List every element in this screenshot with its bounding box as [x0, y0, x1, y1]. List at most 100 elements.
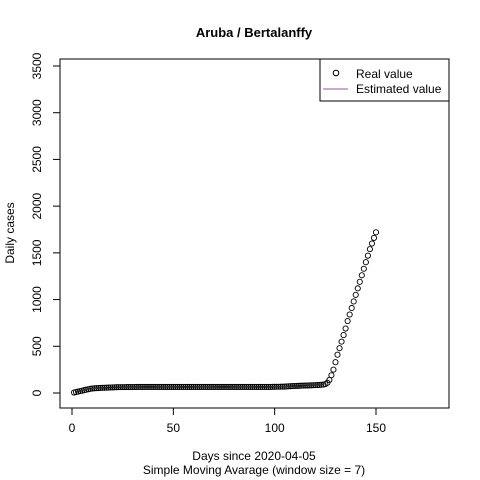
data-point — [235, 383, 242, 390]
data-point — [332, 359, 339, 366]
data-point — [255, 383, 262, 390]
data-point — [141, 383, 149, 390]
data-point — [190, 383, 197, 390]
data-point — [204, 383, 211, 390]
data-point — [176, 383, 183, 390]
data-point — [364, 252, 371, 259]
data-point — [245, 383, 252, 390]
legend-label-real-value: Real value — [356, 67, 413, 81]
data-point — [362, 259, 369, 266]
legend-marker-real-value — [332, 69, 340, 77]
data-point — [336, 345, 343, 352]
data-point — [231, 383, 238, 390]
data-point — [125, 383, 132, 391]
data-point — [358, 272, 365, 279]
data-point — [304, 382, 311, 389]
y-tick-label: 500 — [30, 336, 44, 356]
data-point — [212, 383, 219, 390]
data-point — [275, 383, 282, 390]
data-point — [348, 304, 355, 312]
data-point — [188, 383, 195, 390]
data-point — [170, 383, 177, 390]
data-point — [178, 383, 185, 390]
data-point — [247, 383, 254, 390]
data-point — [150, 383, 157, 390]
data-point — [344, 318, 351, 325]
data-point — [241, 383, 248, 390]
data-point — [162, 383, 169, 390]
data-point — [160, 383, 167, 390]
y-tick-label: 1000 — [30, 286, 44, 313]
data-point — [308, 382, 315, 389]
data-point — [174, 383, 181, 390]
chart-subtitle: Simple Moving Avarage (window size = 7) — [143, 463, 365, 477]
data-point — [356, 278, 363, 285]
data-point — [139, 383, 146, 390]
data-point — [210, 383, 217, 390]
y-tick-label: 2500 — [30, 146, 44, 173]
data-point — [143, 383, 151, 390]
data-point — [310, 382, 317, 389]
data-point — [208, 383, 215, 390]
real-value-points — [70, 229, 380, 396]
legend: Real value Estimated value — [319, 58, 450, 102]
data-point — [133, 383, 140, 390]
data-point — [251, 383, 258, 390]
data-point — [218, 383, 226, 390]
data-point — [186, 383, 193, 390]
data-point — [101, 384, 108, 391]
data-point — [121, 384, 128, 391]
data-point — [87, 385, 94, 392]
data-point — [225, 383, 232, 390]
data-point — [253, 383, 260, 390]
data-point — [227, 383, 234, 390]
data-point — [233, 383, 240, 390]
y-tick-label: 3500 — [30, 52, 44, 79]
data-point — [206, 383, 213, 390]
data-point — [91, 385, 98, 392]
data-point — [354, 285, 361, 292]
data-point — [220, 383, 228, 390]
x-axis: 0 50 100 150 — [69, 407, 386, 435]
data-point — [273, 383, 280, 390]
data-point — [137, 383, 144, 390]
data-point — [352, 291, 359, 298]
data-point — [271, 383, 278, 390]
data-point — [145, 383, 153, 390]
data-point — [129, 383, 136, 391]
data-point — [346, 311, 353, 318]
data-point — [202, 383, 209, 390]
data-point — [330, 366, 337, 373]
data-point — [328, 372, 335, 379]
data-point — [243, 383, 250, 390]
data-point — [283, 383, 290, 390]
data-point — [194, 383, 201, 390]
data-point — [299, 382, 307, 389]
data-point — [222, 383, 230, 390]
data-point — [214, 383, 221, 390]
data-point — [370, 234, 378, 241]
data-point — [131, 383, 138, 391]
data-point — [340, 332, 347, 339]
data-point — [366, 246, 373, 253]
data-point — [164, 383, 171, 390]
data-point — [350, 298, 357, 305]
data-point — [302, 382, 309, 389]
data-point — [166, 383, 173, 390]
data-point — [318, 381, 325, 388]
data-point — [196, 383, 203, 390]
data-point — [338, 338, 345, 345]
data-point — [107, 384, 114, 391]
data-point — [267, 383, 274, 390]
data-point — [135, 383, 142, 390]
data-point — [287, 383, 294, 390]
data-point — [115, 384, 122, 391]
data-point — [172, 383, 179, 390]
data-point — [306, 382, 313, 389]
data-point — [291, 382, 298, 390]
data-point — [281, 383, 288, 390]
data-point — [180, 383, 187, 390]
data-point — [168, 383, 175, 390]
chart-title: Aruba / Bertalanffy — [196, 25, 313, 40]
data-point — [259, 383, 266, 390]
